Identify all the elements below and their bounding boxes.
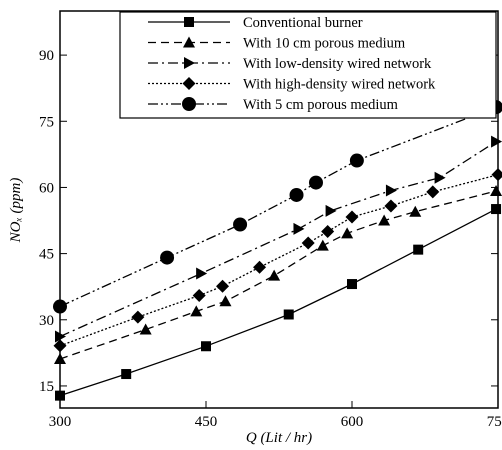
series-5-point: [308, 175, 323, 190]
y-tick-label: 15: [39, 379, 54, 395]
series-line-5: [59, 106, 497, 308]
series-4-point: [426, 185, 440, 199]
series-line-1: [59, 208, 497, 397]
series-1-point: [347, 279, 357, 290]
series-4-point: [491, 168, 502, 182]
series-5-point: [289, 187, 304, 202]
series-2-point: [409, 205, 422, 217]
y-tick-label: 45: [39, 247, 54, 263]
series-5-point: [160, 250, 175, 265]
series-2-point: [490, 184, 502, 196]
series-1-point: [201, 341, 211, 352]
series-4-point: [321, 225, 335, 239]
series-1-point: [491, 204, 502, 215]
x-tick-label: 300: [49, 414, 72, 430]
series-line-2: [59, 190, 497, 360]
series-3-point: [491, 135, 502, 148]
legend-label-4: With high-density wired network: [243, 77, 436, 93]
y-tick-label: 75: [39, 114, 54, 130]
legend-label-3: With low-density wired network: [243, 56, 432, 72]
series-3-point: [196, 267, 208, 280]
series-4-point: [384, 199, 398, 213]
legend-label-1: Conventional burner: [243, 15, 363, 31]
series-3-point: [325, 204, 337, 217]
x-tick-label: 450: [195, 414, 218, 430]
legend-marker-5: [182, 97, 196, 111]
plot-frame: [59, 10, 499, 409]
y-tick-label: 60: [39, 180, 54, 196]
y-tick-label: 30: [39, 313, 54, 329]
series-4-point: [345, 210, 359, 224]
x-axis-title: Q (Lit / hr): [246, 430, 312, 446]
series-4-point: [216, 279, 230, 293]
y-axis-title: NOₓ (ppm): [8, 178, 24, 244]
series-5-point: [349, 153, 364, 168]
series-4-point: [253, 260, 267, 274]
series-4-point: [301, 236, 315, 250]
legend-items: Conventional burner With 10 cm porous med…: [148, 15, 436, 113]
series-2-point: [316, 239, 329, 251]
legend: Conventional burner With 10 cm porous med…: [119, 11, 497, 119]
legend-box: [119, 11, 497, 119]
series-line-3: [59, 141, 497, 338]
legend-marker-1: [184, 17, 194, 27]
series-4-point: [192, 289, 206, 303]
series-2-point: [378, 214, 391, 226]
legend-marker-2: [183, 36, 195, 48]
series-3-point: [385, 184, 397, 197]
series-2-point: [341, 227, 354, 239]
series-1-point: [283, 309, 294, 320]
series-2-point: [219, 295, 232, 307]
series-layer: [53, 100, 502, 401]
tick-layer: 300 450 600 750 15 30 45 60 75 90: [39, 11, 502, 430]
series-1-point: [413, 244, 424, 255]
series-2-point: [190, 305, 203, 317]
legend-label-5: With 5 cm porous medium: [243, 97, 399, 113]
series-3-point: [434, 171, 446, 184]
series-line-4: [59, 174, 499, 347]
y-tick-label: 90: [39, 48, 54, 64]
series-2-point: [139, 323, 152, 335]
series-1-point: [121, 369, 132, 380]
series-2-point: [268, 269, 281, 281]
series-4-point: [131, 310, 145, 324]
x-tick-label: 600: [341, 414, 364, 430]
x-tick-label: 750: [487, 414, 502, 430]
legend-label-2: With 10 cm porous medium: [243, 36, 406, 52]
legend-marker-4: [182, 77, 196, 90]
series-3-point: [293, 222, 305, 235]
legend-marker-3: [184, 57, 195, 69]
series-5-point: [233, 217, 248, 232]
